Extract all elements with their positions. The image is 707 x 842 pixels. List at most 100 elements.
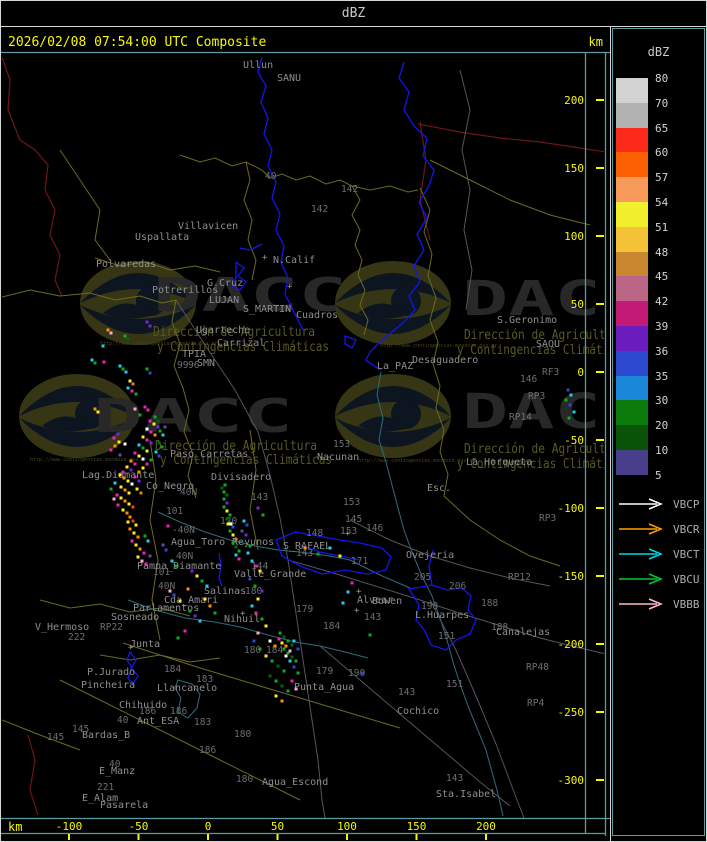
radar-echo [112, 497, 116, 501]
map-label-place: Sosneado [111, 612, 159, 623]
map-label-place: Nacunan [317, 452, 359, 463]
station-marker-icon: + [262, 253, 268, 263]
radar-echo [123, 442, 127, 446]
radar-echo [130, 539, 134, 543]
map-label-number: 221 [97, 782, 114, 793]
radar-echo [242, 519, 246, 523]
radar-echo [225, 493, 229, 497]
radar-echo [231, 533, 235, 537]
province-border-line [2, 56, 63, 297]
map-label-number: 151 [446, 679, 463, 690]
radar-echo [186, 587, 190, 591]
y-axis-tick-label: -250 [558, 706, 585, 719]
map-label-place: Desaguadero [412, 355, 478, 366]
radar-echo [183, 629, 187, 633]
road-line [429, 599, 525, 818]
colorbar-band [616, 251, 648, 277]
map-label-place: Ugarteche [196, 325, 250, 336]
map-label-place: Llancanelo [157, 683, 217, 694]
river-line [344, 335, 357, 349]
radar-echo [113, 481, 117, 485]
radar-echo [195, 574, 199, 578]
radar-echo [290, 655, 294, 659]
map-label-number: 188 [481, 598, 498, 609]
colorbar-band [616, 326, 648, 351]
radar-echo [160, 445, 164, 449]
radar-echo [277, 637, 281, 641]
colorbar-band [616, 152, 648, 178]
radar-echo [106, 328, 110, 332]
radar-echo [222, 505, 226, 509]
colorbar-value: 35 [655, 369, 669, 383]
colorbar-band [616, 78, 648, 103]
radar-echo [145, 367, 149, 371]
river-line-secondary [127, 599, 369, 659]
station-marker-icon: + [356, 587, 362, 597]
radar-echo [174, 564, 178, 568]
map-label-number: 186 [199, 745, 216, 756]
radar-echo [154, 450, 158, 454]
watermark-big-text: DACC [462, 384, 610, 440]
road-line [287, 559, 604, 655]
map-label-number: 179 [316, 666, 333, 677]
panel-divider [610, 27, 611, 842]
watermark-big-text: DACC [153, 268, 347, 322]
colorbar-value: 54 [655, 196, 669, 209]
radar-echo [141, 446, 145, 450]
map-label-place: SMN [197, 358, 215, 369]
radar-echo [260, 589, 264, 593]
colorbar-value: 20 [655, 419, 669, 433]
radar-echo [115, 493, 119, 497]
radar-echo [148, 554, 152, 558]
radar-echo [225, 517, 229, 521]
radar-echo [200, 579, 204, 583]
radar-echo [137, 479, 141, 483]
boundary-line [122, 642, 401, 729]
map-label-number: RF3 [542, 367, 559, 378]
watermark-line2: y Contingencias Climáticas [157, 340, 329, 355]
radar-echo [260, 617, 264, 621]
map-label-place: Junta [130, 639, 160, 650]
map-label-number: 143 [251, 492, 268, 503]
radar-echo [149, 441, 153, 445]
map-label-number: 206 [449, 581, 466, 592]
province-border-line [27, 734, 39, 816]
map-label-number: 143 [296, 548, 313, 559]
radar-echo [123, 488, 127, 492]
map-label-number: 40N [176, 551, 193, 562]
map-label-place: Lag.Diamante [82, 470, 154, 481]
radar-echoes [90, 320, 576, 703]
map-label-number: 190 [348, 668, 365, 679]
station-marker-icon: + [128, 643, 134, 653]
boundary-line [2, 679, 301, 801]
radar-echo [136, 555, 140, 559]
radar-echo [119, 485, 123, 489]
radar-echo [141, 466, 145, 470]
map-label-number: 40N [180, 487, 197, 498]
map-label-number: 142 [341, 184, 358, 195]
boundary-line [2, 289, 197, 499]
colorbar-band [616, 425, 648, 450]
radar-echo [258, 647, 262, 651]
radar-echo [222, 497, 226, 501]
boundary-line [419, 187, 449, 497]
map-label-number: 40 [117, 715, 129, 726]
map-label-place: Ullun [243, 60, 273, 71]
map-label-number: 145 [47, 732, 64, 743]
road-line [349, 519, 551, 587]
radar-echo [280, 699, 284, 703]
map-label-number: 205 [414, 572, 431, 583]
x-axis-tick-label: -100 [56, 820, 83, 833]
y-axis-tick-label: 150 [564, 162, 584, 175]
colorbar-band [616, 226, 648, 252]
radar-echo [129, 468, 133, 472]
radar-echo [101, 344, 105, 348]
radar-echo [234, 545, 238, 549]
radar-echo [220, 486, 224, 490]
map-label-place: Punta_Agua [294, 682, 354, 693]
map-label-number: 180 [234, 729, 251, 740]
radar-echo [338, 554, 342, 558]
